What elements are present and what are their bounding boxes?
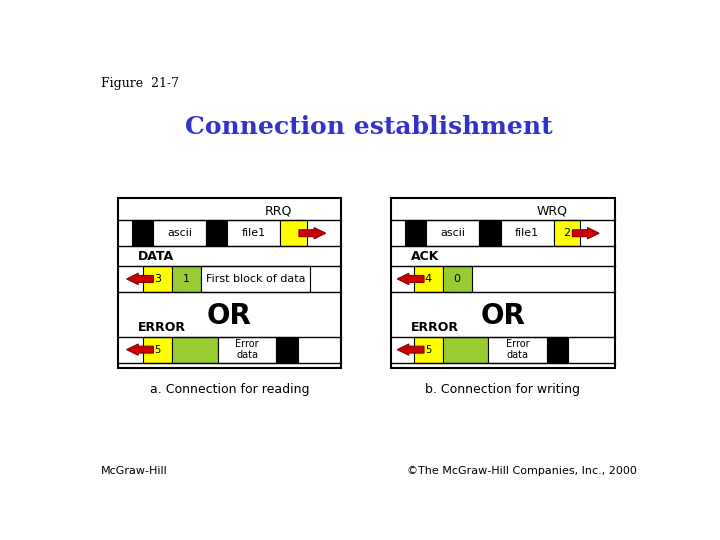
Bar [172, 266, 201, 292]
Text: WRQ: WRQ [536, 205, 567, 218]
Bar [201, 266, 310, 292]
Text: ERROR: ERROR [138, 321, 186, 334]
Text: Connection establishment: Connection establishment [185, 114, 553, 139]
Text: Error
data: Error data [506, 339, 529, 360]
Bar [554, 220, 580, 246]
Bar [413, 266, 443, 292]
Text: 4: 4 [425, 274, 432, 284]
Text: 0: 0 [454, 274, 461, 284]
Bar [132, 220, 153, 246]
Bar [413, 337, 443, 362]
Text: OR: OR [207, 302, 252, 330]
Bar [488, 337, 547, 362]
Text: ©The McGraw-Hill Companies, Inc., 2000: ©The McGraw-Hill Companies, Inc., 2000 [407, 467, 637, 476]
FancyArrow shape [299, 227, 325, 239]
Text: ERROR: ERROR [411, 321, 459, 334]
Bar [443, 266, 472, 292]
FancyArrow shape [572, 227, 599, 239]
Text: Error
data: Error data [235, 339, 259, 360]
Bar [276, 337, 297, 362]
Text: a. Connection for reading: a. Connection for reading [150, 383, 310, 396]
Text: 1: 1 [183, 274, 190, 284]
Bar [172, 337, 217, 362]
Bar [217, 337, 276, 362]
Text: file1: file1 [515, 228, 539, 238]
Text: b. Connection for writing: b. Connection for writing [426, 383, 580, 396]
Text: DATA: DATA [138, 250, 174, 263]
Text: file1: file1 [242, 228, 266, 238]
Text: 2: 2 [564, 228, 571, 238]
Bar [228, 220, 280, 246]
Text: 5: 5 [425, 345, 431, 355]
Bar [500, 220, 554, 246]
FancyArrow shape [127, 273, 153, 285]
Bar [547, 337, 568, 362]
Text: ACK: ACK [411, 250, 439, 263]
Text: 5: 5 [154, 345, 161, 355]
Bar [143, 266, 172, 292]
Text: OR: OR [480, 302, 526, 330]
Bar [143, 337, 172, 362]
Text: First block of data: First block of data [206, 274, 305, 284]
FancyArrow shape [397, 273, 424, 285]
Bar [405, 220, 426, 246]
FancyArrow shape [127, 344, 153, 355]
Bar [206, 220, 228, 246]
Text: ascii: ascii [167, 228, 192, 238]
Text: McGraw-Hill: McGraw-Hill [101, 467, 168, 476]
Text: ascii: ascii [441, 228, 465, 238]
Bar [426, 220, 480, 246]
FancyArrow shape [397, 344, 424, 355]
Bar [392, 198, 615, 368]
Bar [153, 220, 206, 246]
Bar [480, 220, 500, 246]
Text: Figure  21-7: Figure 21-7 [101, 77, 179, 90]
Bar [118, 198, 341, 368]
Text: 3: 3 [154, 274, 161, 284]
Bar [443, 337, 488, 362]
Text: RRQ: RRQ [265, 205, 292, 218]
Bar [280, 220, 307, 246]
